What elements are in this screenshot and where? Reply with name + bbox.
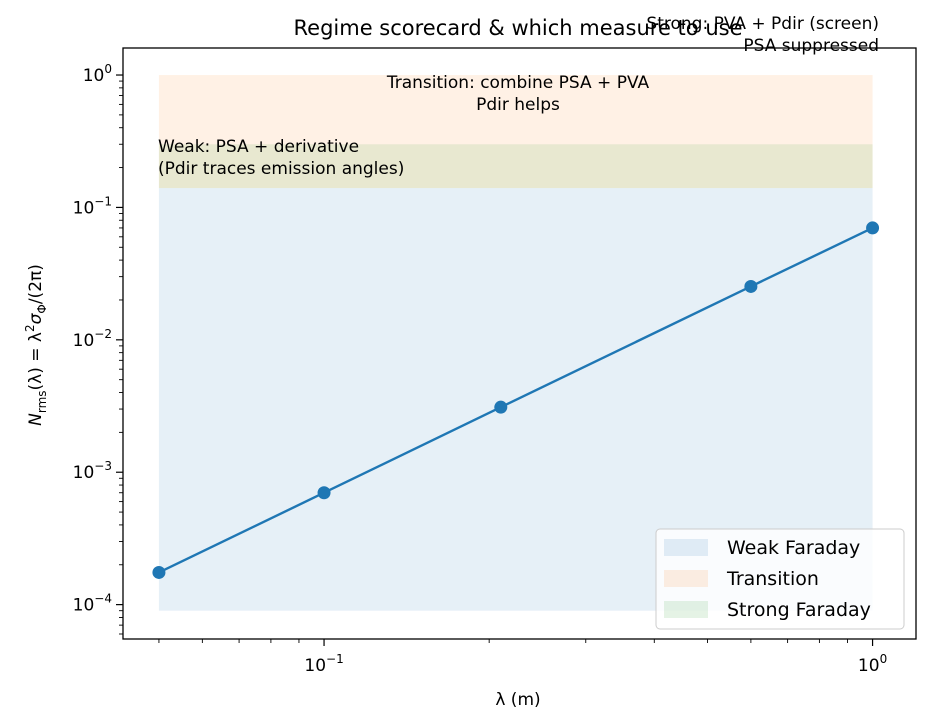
annotation-transition: Transition: combine PSA + PVA Pdir helps	[386, 73, 650, 115]
legend: Weak Faraday Transition Strong Faraday	[655, 528, 905, 630]
data-point	[866, 221, 880, 235]
y-tick-label: 10−3	[73, 459, 112, 483]
data-point	[494, 400, 508, 414]
legend-swatch-strong-faraday	[664, 601, 708, 618]
y-tick-label: 10−1	[73, 194, 112, 218]
band-strong-faraday	[158, 144, 873, 189]
x-tick-label: 10−1	[304, 652, 343, 676]
data-point	[317, 486, 331, 500]
legend-swatch-transition	[664, 570, 708, 587]
annotation-weak: Weak: PSA + derivative (Pdir traces emis…	[158, 137, 405, 179]
x-tick-label: 100	[858, 652, 887, 676]
band-transition	[158, 75, 873, 189]
y-tick-label: 10−4	[73, 592, 112, 616]
legend-swatch-weak-faraday	[664, 539, 708, 556]
annotation-strong: Strong: PVA + Pdir (screen) PSA suppress…	[646, 14, 879, 56]
y-axis-label: Nrms(λ) = λ2σΦ/(2π)	[23, 264, 49, 426]
regime-bands	[158, 75, 873, 611]
data-point	[152, 565, 166, 579]
x-axis-label: λ (m)	[495, 690, 540, 710]
legend-label: Transition	[726, 568, 819, 590]
data-point	[744, 279, 758, 293]
axes-layer: 10−1 100 10−4 10−3 10−2 10−1 100	[73, 47, 917, 676]
legend-box	[655, 528, 905, 630]
plot-frame	[122, 47, 917, 640]
series-layer	[152, 221, 880, 579]
legend-label: Strong Faraday	[727, 599, 871, 621]
y-tick-label: 10−2	[73, 327, 112, 351]
y-tick-label: 100	[83, 62, 112, 86]
legend-label: Weak Faraday	[727, 537, 860, 559]
chart-title: Regime scorecard & which measure to use	[294, 16, 743, 40]
